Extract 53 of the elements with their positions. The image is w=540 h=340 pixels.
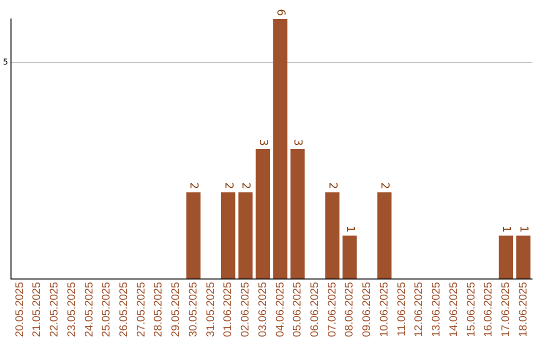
x-tick-label: 31.05.2025 <box>204 282 217 338</box>
x-tick-label: 18.06.2025 <box>517 282 530 338</box>
x-tick-label: 09.06.2025 <box>361 282 374 338</box>
x-tick-label: 11.06.2025 <box>396 282 408 336</box>
x-tick-label: 06.06.2025 <box>308 282 321 338</box>
y-tick-label: 5 <box>2 57 8 66</box>
bar <box>238 192 253 278</box>
x-tick-label: 27.05.2025 <box>135 282 148 338</box>
x-tick-label: 30.05.2025 <box>187 282 200 338</box>
x-tick-label: 25.05.2025 <box>100 282 113 338</box>
data-label: 2 <box>222 182 236 190</box>
x-tick-label: 12.06.2025 <box>413 282 426 338</box>
x-tick-label: 21.05.2025 <box>31 282 44 338</box>
x-tick-label: 08.06.2025 <box>344 282 356 338</box>
x-tick-label: 28.05.2025 <box>152 282 165 338</box>
bar <box>377 192 392 278</box>
x-tick-label: 16.06.2025 <box>482 282 495 338</box>
data-label: 3 <box>257 138 270 146</box>
bar <box>516 236 530 278</box>
x-tick-label: 26.05.2025 <box>118 282 130 338</box>
bar <box>342 236 357 278</box>
x-tick-label: 29.05.2025 <box>170 282 182 338</box>
data-label: 1 <box>517 226 530 233</box>
x-tick-label: 24.05.2025 <box>83 282 96 338</box>
data-label: 3 <box>292 138 305 146</box>
x-tick-label: 15.06.2025 <box>465 282 478 338</box>
x-tick-label: 14.06.2025 <box>448 282 460 338</box>
bar <box>256 148 270 278</box>
x-tick-label: 17.06.2025 <box>500 282 512 338</box>
data-label: 2 <box>240 182 253 190</box>
data-label: 2 <box>378 182 392 190</box>
bar <box>498 236 514 278</box>
x-tick-label: 20.05.2025 <box>14 282 26 338</box>
data-label: 6 <box>274 9 288 16</box>
x-tick-label: 10.06.2025 <box>378 282 390 338</box>
x-tick-label: 03.06.2025 <box>256 282 269 338</box>
x-tick-label: 22.05.2025 <box>48 282 61 338</box>
x-tick-label: 05.06.2025 <box>292 282 304 338</box>
bar <box>186 192 201 278</box>
bar <box>273 19 288 278</box>
data-label: 1 <box>344 226 357 233</box>
x-tick-label: 02.06.2025 <box>240 282 252 338</box>
bar <box>290 148 305 278</box>
x-tick-label: 01.06.2025 <box>222 282 234 338</box>
data-label: 2 <box>326 182 340 190</box>
bar <box>325 192 340 278</box>
x-tick-label: 04.06.2025 <box>274 282 286 338</box>
data-label: 1 <box>500 226 514 233</box>
data-label: 2 <box>188 182 201 190</box>
x-tick-label: 07.06.2025 <box>326 282 338 338</box>
x-tick-label: 23.05.2025 <box>66 282 78 338</box>
x-tick-label: 13.06.2025 <box>430 282 443 338</box>
bar <box>221 192 236 278</box>
